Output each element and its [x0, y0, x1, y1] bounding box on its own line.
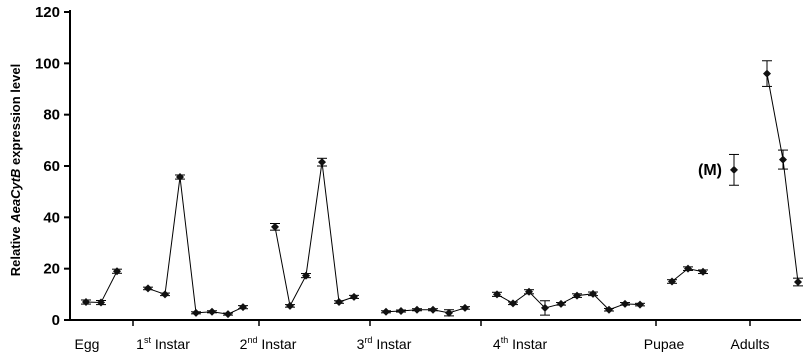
- y-tick-label: 60: [43, 158, 60, 175]
- data-point: [589, 289, 597, 298]
- y-tick-label: 20: [43, 261, 60, 278]
- data-point: [397, 307, 405, 316]
- standalone-point-label: (M): [698, 162, 722, 179]
- data-point: [794, 278, 802, 287]
- data-point: [97, 298, 105, 307]
- series-line: [274, 162, 355, 308]
- series-line: [85, 271, 118, 304]
- data-point: [730, 165, 738, 174]
- data-point: [605, 305, 613, 314]
- data-point: [161, 290, 169, 299]
- data-point: [208, 307, 216, 316]
- data-point: [461, 303, 469, 312]
- data-point: [224, 310, 232, 319]
- data-point: [286, 301, 294, 310]
- data-point: [573, 291, 581, 300]
- x-group-label: Egg: [75, 336, 100, 352]
- x-group-label: 1st Instar: [136, 335, 190, 352]
- data-point: [413, 305, 421, 314]
- data-point: [302, 271, 310, 280]
- data-point: [350, 292, 358, 301]
- y-tick-label: 0: [52, 312, 60, 329]
- data-point: [493, 290, 501, 299]
- data-point: [636, 300, 644, 309]
- data-point: [176, 173, 184, 182]
- y-tick-label: 80: [43, 107, 60, 124]
- x-group-label: 4th Instar: [493, 335, 548, 352]
- data-point: [509, 299, 517, 308]
- data-point: [113, 267, 121, 276]
- series-group: [492, 287, 645, 316]
- data-point: [699, 267, 707, 276]
- stage-labels: Egg 1st Instar 2nd Instar 3rd Instar 4th Ins…: [75, 335, 770, 352]
- data-point: [621, 299, 629, 308]
- data-point: [82, 298, 90, 307]
- data-point: [271, 222, 279, 231]
- x-group-label: 3rd Instar: [357, 335, 412, 352]
- data-point: [541, 303, 549, 312]
- data-point: [668, 277, 676, 286]
- data-point: [445, 308, 453, 317]
- standalone-point-group: (M): [698, 153, 739, 186]
- series-layer: (M): [81, 60, 803, 319]
- y-tick-label: 100: [35, 55, 60, 72]
- series-group: [81, 267, 122, 307]
- axes: [69, 10, 801, 326]
- x-group-label: 2nd Instar: [240, 335, 297, 352]
- y-tick-label: 40: [43, 209, 60, 226]
- y-tick-label: 120: [35, 4, 60, 21]
- series-line: [766, 73, 799, 283]
- data-point: [684, 264, 692, 273]
- y-axis-ticks: 0 20 40 60 80 100 120: [35, 4, 70, 329]
- data-point: [318, 158, 326, 167]
- series-line: [496, 291, 641, 311]
- series-group: [381, 303, 470, 317]
- x-group-label: Adults: [731, 336, 770, 352]
- data-point: [429, 305, 437, 314]
- series-group: [762, 60, 803, 287]
- series-group: [270, 157, 359, 310]
- data-point: [525, 287, 533, 296]
- data-point: [382, 307, 390, 316]
- x-group-label: Pupae: [644, 336, 685, 352]
- y-axis-label: Relative AeaCytB expression level: [8, 64, 23, 276]
- data-point: [192, 308, 200, 317]
- data-point: [557, 299, 565, 308]
- data-point: [779, 155, 787, 164]
- data-point: [763, 69, 771, 78]
- data-point: [335, 298, 343, 307]
- data-point: [239, 303, 247, 312]
- series-group: [667, 264, 708, 286]
- series-group: [143, 173, 248, 319]
- data-point: [144, 284, 152, 293]
